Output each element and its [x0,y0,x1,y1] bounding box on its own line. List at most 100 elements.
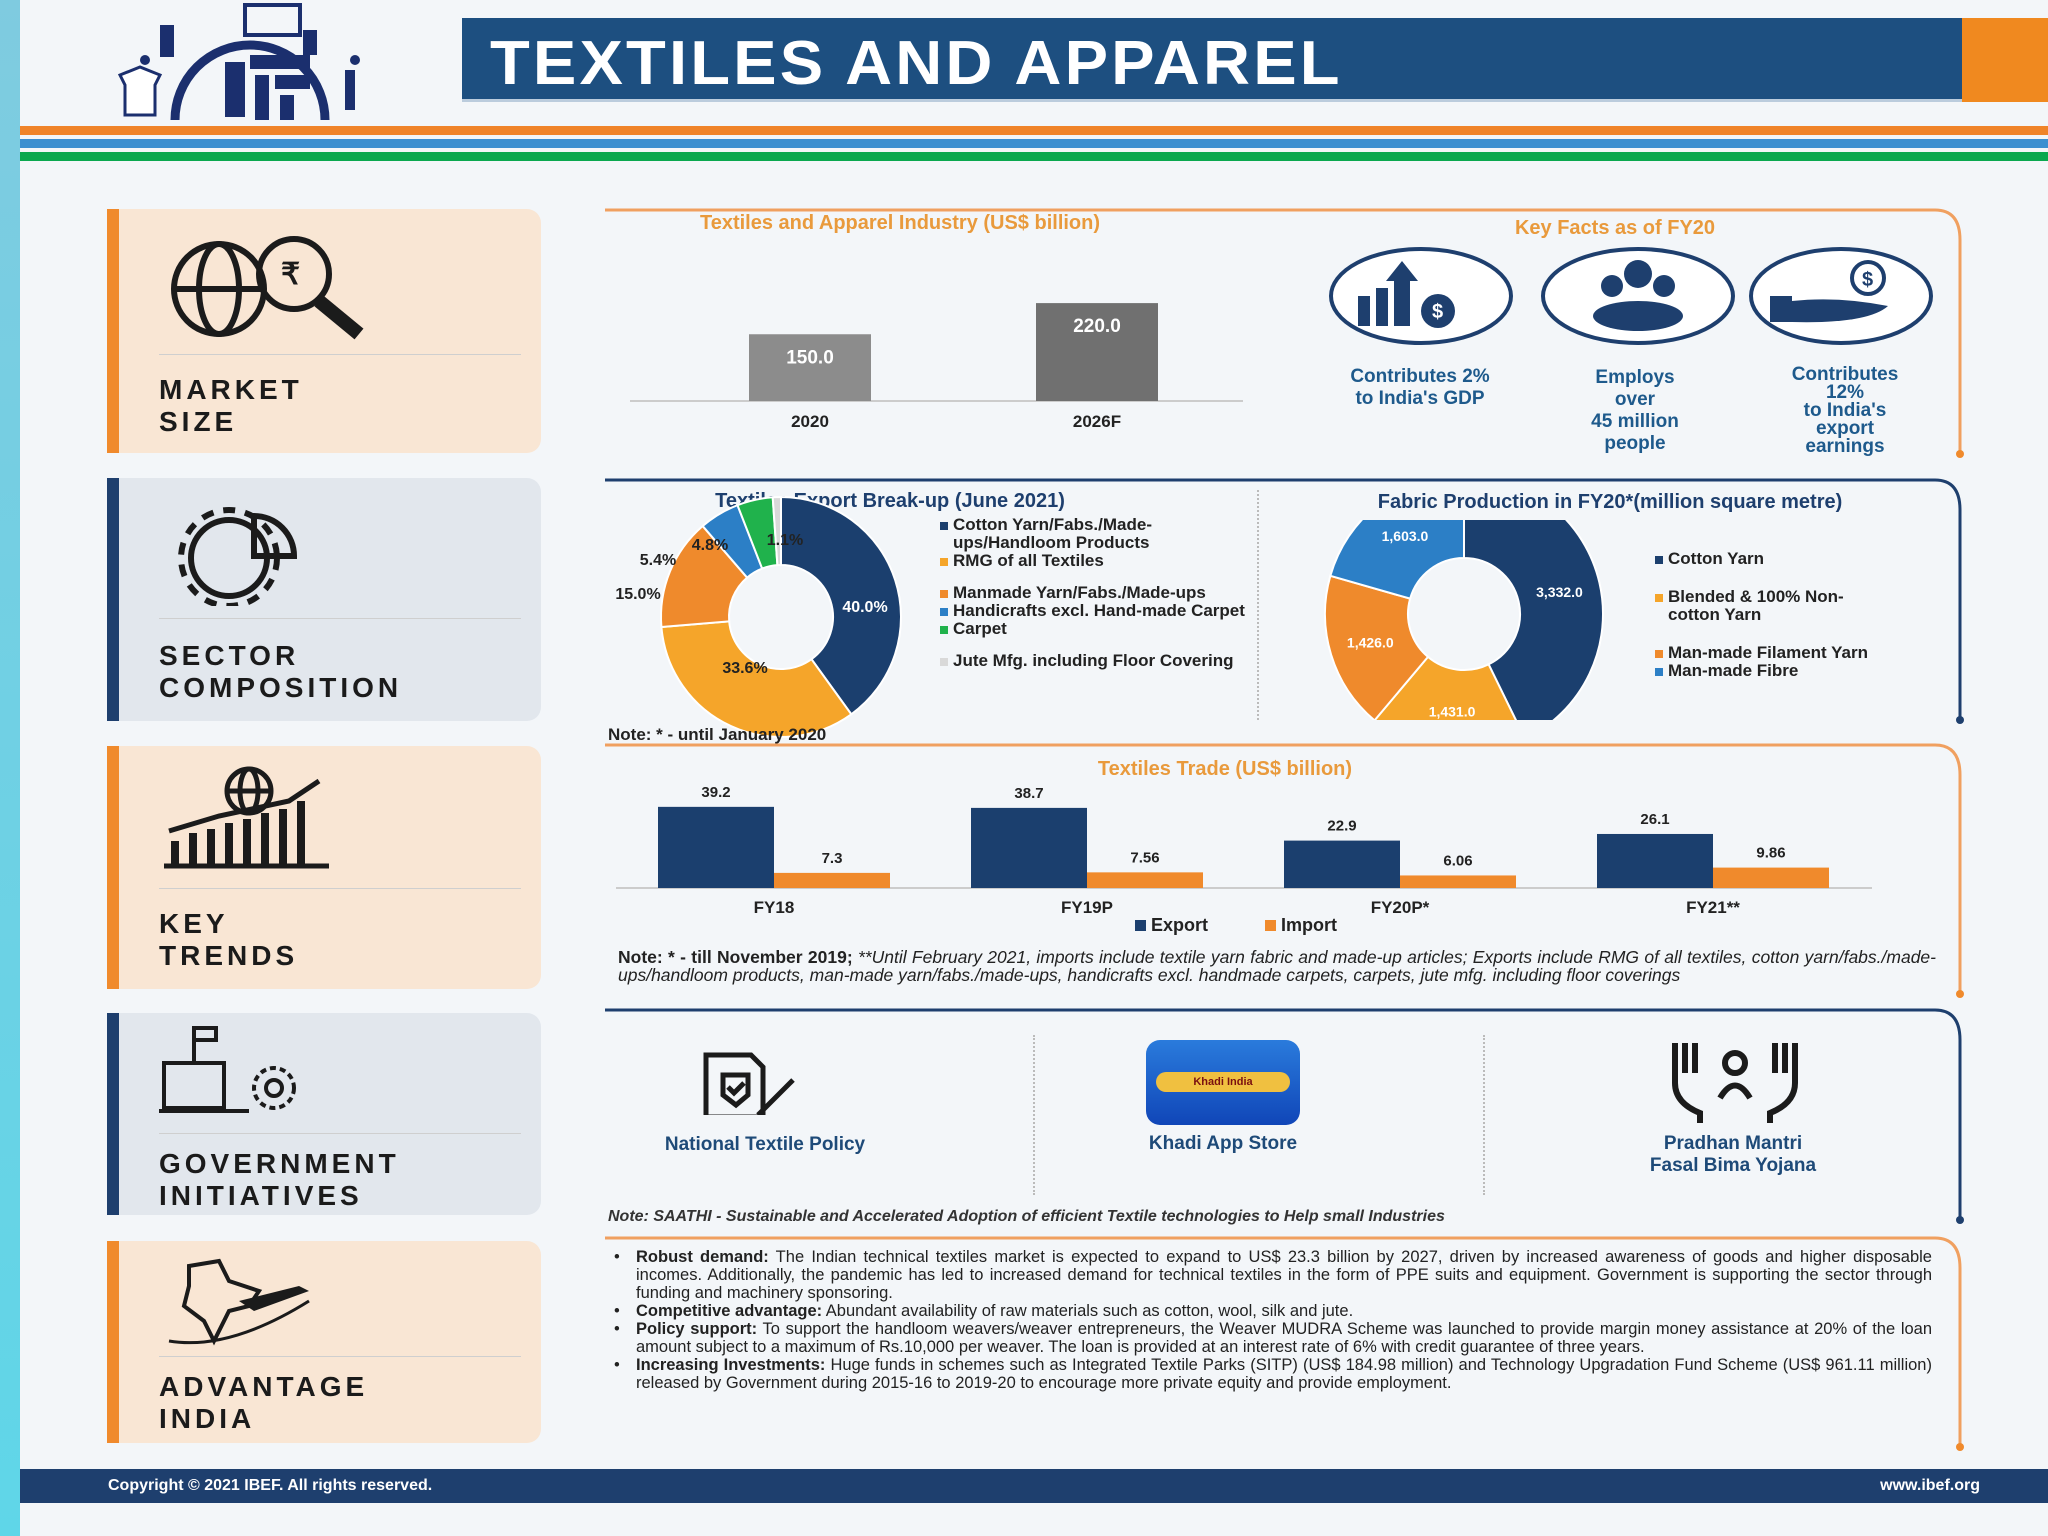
textiles-logo-icon [117,3,360,121]
banner-accent [1962,18,2048,102]
market-size-bar-chart: 150.0 2020 220.0 2026F [630,303,1243,431]
orange-stripe [20,126,2048,135]
svg-text:$: $ [1432,301,1443,323]
bar-import [774,872,890,888]
data-label: 9.86 [1756,845,1785,862]
sidebar-item-government-initiatives: GOVERNMENT INITIATIVES [107,1013,541,1215]
legend-swatch [940,521,948,530]
india-map-airplane-icon [168,1258,310,1346]
legend-label: Handicrafts excl. Hand-made Carpet [953,601,1245,620]
data-label: 150.0 [786,347,834,368]
sidebar-item-key-trends: KEY TRENDS [107,746,541,989]
legend-label: Cotton Yarn/Fabs./Made-ups/Handloom Prod… [953,515,1152,552]
data-label: 1.1% [767,532,803,549]
slice-1 [660,620,853,738]
divider [1257,490,1259,720]
legend-item: Handicrafts excl. Hand-made Carpet [940,602,1250,620]
raised-hands-person-icon [1672,1043,1798,1123]
legend-swatch [1135,920,1146,931]
divider [1483,1035,1485,1195]
legend-item: Blended & 100% Non-cotton Yarn [1655,588,1895,624]
slice-0 [780,495,902,716]
note-saathi: Note: SAATHI - Sustainable and Accelerat… [608,1208,1445,1225]
x-tick-label: FY19P [1061,898,1113,917]
section-frames [605,208,1964,1451]
data-label: 7.56 [1130,849,1159,866]
initiative-pmfby[interactable]: Pradhan Mantri Fasal Bima Yojana [1649,1133,1817,1176]
bar-import [1713,867,1829,888]
sidebar-label: MARKET SIZE [159,374,303,437]
bar-2020 [749,334,871,401]
divider [159,354,521,355]
chart-title-fabric-production: Fabric Production in FY20*(million squar… [1377,491,1843,513]
fabric-production-donut-chart: 3,332.0 1,431.0 1,426.0 1,603.0 [1324,520,1604,720]
legend-item: Cotton Yarn [1655,550,1895,568]
fact-gdp: Contributes 2% to India's GDP [1350,366,1490,409]
legend-swatch [1655,593,1663,602]
legend-item: Jute Mfg. including Floor Covering [940,652,1250,670]
data-label: 15.0% [615,586,660,603]
advantage-item: Increasing Investments: Huge funds in sc… [612,1356,1932,1392]
slice-3 [1329,520,1465,600]
chart-title-trade: Textiles Trade (US$ billion) [1097,758,1353,780]
bar-export [1597,833,1713,888]
legend-swatch [1655,649,1663,658]
legend-item: Man-made Fibre [1655,662,1895,680]
sidebar-item-advantage-india: ADVANTAGE INDIA [107,1241,541,1443]
green-stripe [20,152,2048,161]
khadi-logo-text: Khadi India [1156,1072,1290,1092]
x-tick-label: FY21** [1686,898,1740,917]
data-label: 26.1 [1640,811,1669,828]
bar-import [1087,872,1203,888]
export-breakup-donut-chart: 40.0% 33.6% 15.0% 5.4% 4.8% 1.1% [615,495,902,738]
gear-pie-chart-icon [178,507,298,606]
initiative-khadi-app-store[interactable]: Khadi App Store [1148,1133,1298,1154]
sidebar-label: ADVANTAGE INDIA [159,1371,369,1434]
divider [159,1356,521,1357]
fact-employment: Employs over 45 million people [1591,367,1679,454]
legend-swatch [1655,555,1663,564]
data-label: 220.0 [1073,316,1121,337]
textiles-trade-bar-chart: 39.2 7.3 FY18 38.7 7.56 FY19P 22.9 6.06 FY20P* 26… [616,784,1872,935]
footer: Copyright © 2021 IBEF. All rights reserv… [20,1469,2048,1503]
sidebar-label: SECTOR COMPOSITION [159,640,403,703]
legend-label: Import [1281,915,1337,935]
legend-item: Man-made Filament Yarn [1655,644,1895,662]
legend-item: Manmade Yarn/Fabs./Made-ups [940,584,1250,602]
divider [159,618,521,619]
divider [159,1133,521,1134]
legend-label: Export [1151,915,1208,935]
policy-document-icon [703,1052,795,1115]
legend-swatch [940,657,948,666]
x-tick-label: FY18 [754,898,795,917]
slice-1 [1373,655,1517,720]
data-label: 1,426.0 [1347,635,1394,651]
khadi-app-icon: Khadi India [1146,1040,1300,1125]
legend-swatch [940,589,948,598]
data-label: 22.9 [1327,818,1356,835]
data-label: 4.8% [692,537,728,554]
legend-item: RMG of all Textiles [940,552,1250,570]
data-label: 5.4% [640,552,676,569]
data-label: 1,431.0 [1429,703,1476,719]
advantage-item: Policy support: To support the handloom … [612,1320,1932,1356]
globe-rupee-magnifier-icon: ₹ [171,236,364,340]
website-link[interactable]: www.ibef.org [1880,1477,1980,1494]
divider [1033,1035,1035,1195]
legend-swatch [1265,920,1276,931]
legend-label: Blended & 100% Non-cotton Yarn [1668,587,1844,624]
legend-label: Man-made Fibre [1668,661,1799,680]
bar-export [658,806,774,888]
svg-text:$: $ [1862,269,1873,291]
slice-5 [771,495,782,567]
x-tick-label: FY20P* [1371,898,1430,917]
legend-label: Carpet [953,619,1007,638]
divider [159,888,521,889]
legend-item: Carpet [940,620,1250,638]
sidebar-label: GOVERNMENT INITIATIVES [159,1148,400,1211]
sidebar-item-market-size: ₹ MARKET SIZE [107,209,541,453]
sidebar-label: KEY TRENDS [159,908,299,971]
initiative-national-textile-policy[interactable]: National Textile Policy [664,1134,866,1155]
bar-import [1400,875,1516,888]
key-facts-title: Key Facts as of FY20 [1514,217,1716,239]
